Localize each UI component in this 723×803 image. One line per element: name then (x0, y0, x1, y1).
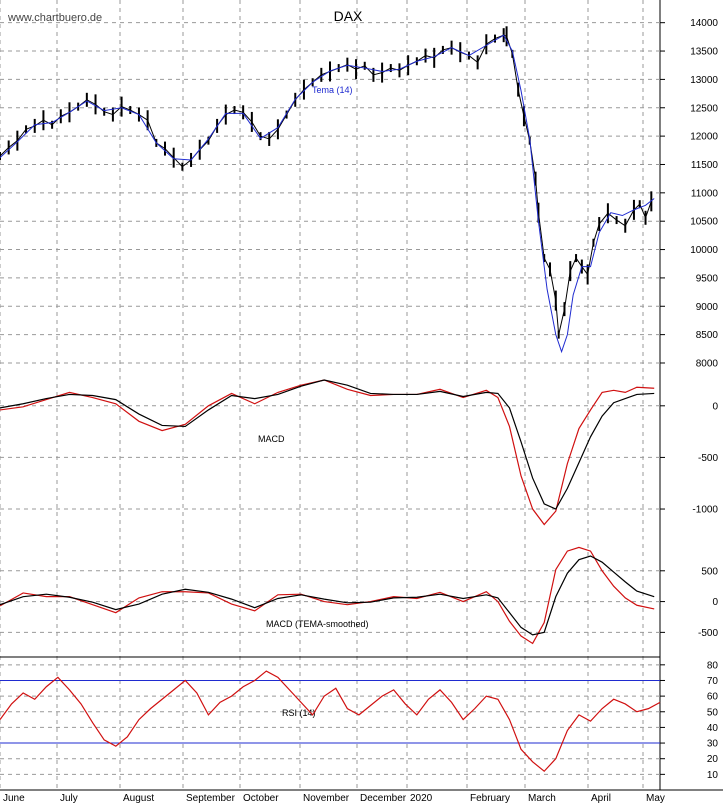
y-tick-label: 70 (707, 676, 719, 687)
month-label: September (186, 793, 236, 803)
y-tick-label: 30 (707, 739, 719, 750)
y-tick-label: 40 (707, 723, 719, 734)
macd-label: MACD (258, 434, 285, 444)
y-tick-label: 12500 (690, 103, 718, 114)
y-tick-label: 10500 (690, 217, 718, 228)
tema-line (0, 34, 655, 354)
rsi-label: RSI (14) (282, 708, 316, 718)
series-line-1-0 (0, 379, 655, 526)
axis-ticks: 8000850090009500100001050011000115001200… (660, 18, 718, 781)
y-tick-label: 8500 (696, 330, 719, 341)
y-tick-label: -500 (698, 628, 718, 639)
month-label: December (360, 793, 407, 803)
month-label: November (303, 793, 350, 803)
y-tick-label: 11500 (691, 160, 719, 171)
month-label: May (646, 793, 665, 803)
price-line (0, 34, 652, 335)
y-tick-label: 20 (707, 754, 719, 765)
series-line-2-1 (0, 555, 655, 636)
y-tick-label: 11000 (691, 188, 719, 199)
watermark: www.chartbuero.de (7, 12, 102, 24)
y-tick-label: 80 (707, 660, 719, 671)
y-tick-label: 13000 (690, 75, 718, 86)
y-tick-label: 50 (707, 707, 719, 718)
y-tick-label: 0 (712, 401, 718, 412)
chart-title: DAX (334, 8, 363, 24)
month-label: October (243, 793, 279, 803)
y-tick-label: 9000 (696, 302, 719, 313)
y-tick-label: 10 (707, 770, 719, 781)
month-label: July (60, 793, 78, 803)
y-tick-label: 14000 (690, 18, 718, 29)
y-tick-label: 10000 (690, 245, 718, 256)
tema-label: Tema (14) (312, 85, 353, 95)
y-tick-label: -1000 (692, 505, 718, 516)
y-tick-label: 8000 (696, 358, 719, 369)
month-label: February (470, 793, 510, 803)
y-tick-label: 0 (712, 597, 718, 608)
y-tick-label: -500 (698, 453, 718, 464)
month-label: March (528, 793, 556, 803)
month-label: 2020 (410, 793, 433, 803)
series-line-3-0 (0, 670, 661, 773)
y-tick-label: 60 (707, 692, 719, 703)
month-label: April (591, 793, 611, 803)
month-label: June (3, 793, 25, 803)
y-tick-label: 12000 (690, 132, 718, 143)
series-line-1-1 (0, 379, 655, 510)
y-tick-label: 500 (701, 566, 718, 577)
y-tick-label: 9500 (696, 273, 719, 284)
month-label: August (123, 793, 154, 803)
y-tick-label: 13500 (690, 47, 718, 58)
macd-tema-label: MACD (TEMA-smoothed) (266, 619, 369, 629)
chart-marks (0, 26, 661, 773)
x-axis-labels: June July August September October November De… (3, 793, 665, 803)
